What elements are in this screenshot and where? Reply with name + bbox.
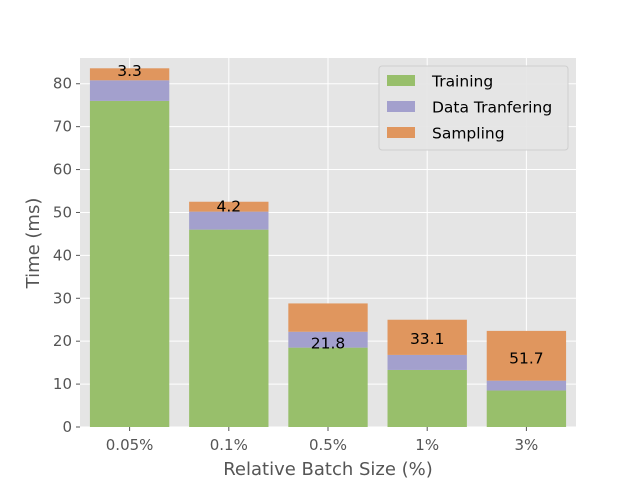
legend-swatch (387, 127, 415, 138)
legend: Training Data Tranfering Sampling (378, 65, 569, 151)
y-axis-ticks: 0 10 20 30 40 50 60 70 80 (53, 75, 80, 436)
bar-annotation: 21.8 (311, 334, 346, 352)
y-tick-label: 10 (53, 375, 72, 393)
bar-segment-data-tranfering (189, 211, 269, 230)
y-tick-label: 80 (53, 75, 72, 93)
x-tick-label: 0.1% (210, 436, 248, 454)
bar-segment-training (189, 229, 269, 427)
y-tick-label: 20 (53, 332, 72, 350)
y-tick-label: 60 (53, 161, 72, 179)
y-tick-label: 30 (53, 289, 72, 307)
bar-segment-sampling (387, 319, 467, 355)
bar-annotation: 4.2 (216, 197, 241, 215)
legend-label: Data Tranfering (432, 99, 552, 117)
bar-segment-data-tranfering (486, 380, 567, 391)
bar-annotation: 51.7 (509, 349, 544, 367)
bar-segment-data-tranfering (89, 80, 170, 101)
x-tick-label: 0.5% (309, 436, 347, 454)
x-axis-label: Relative Batch Size (%) (223, 459, 433, 480)
bar-annotations: 3.3 4.2 21.8 33.1 51.7 (117, 62, 543, 367)
x-tick-label: 0.05% (106, 436, 154, 454)
legend-swatch (387, 101, 415, 112)
y-tick-label: 50 (53, 203, 72, 221)
bar-segment-sampling (89, 68, 170, 81)
y-tick-label: 0 (62, 418, 72, 436)
bar-segment-sampling (288, 303, 368, 332)
x-axis-ticks: 0.05% 0.1% 0.5% 1% 3% (106, 427, 539, 454)
bar-segment-sampling (486, 330, 567, 381)
bars (89, 68, 567, 427)
y-axis-label: Time (ms) (23, 198, 44, 290)
bar-segment-training (288, 347, 368, 427)
legend-label: Training (431, 73, 493, 91)
bar-segment-data-tranfering (288, 331, 368, 348)
bar-segment-training (387, 369, 467, 427)
legend-frame (378, 65, 569, 151)
bar-segment-data-tranfering (387, 354, 467, 370)
x-tick-label: 3% (515, 436, 539, 454)
bar-segment-sampling (189, 201, 269, 212)
legend-swatch (387, 75, 415, 86)
y-tick-label: 40 (53, 246, 72, 264)
bar-annotation: 33.1 (410, 330, 445, 348)
x-tick-label: 1% (415, 436, 439, 454)
bar-segment-training (486, 390, 567, 427)
y-tick-label: 70 (53, 118, 72, 136)
legend-label: Sampling (432, 125, 505, 143)
bar-annotation: 3.3 (117, 62, 142, 80)
bar-segment-training (89, 100, 170, 427)
